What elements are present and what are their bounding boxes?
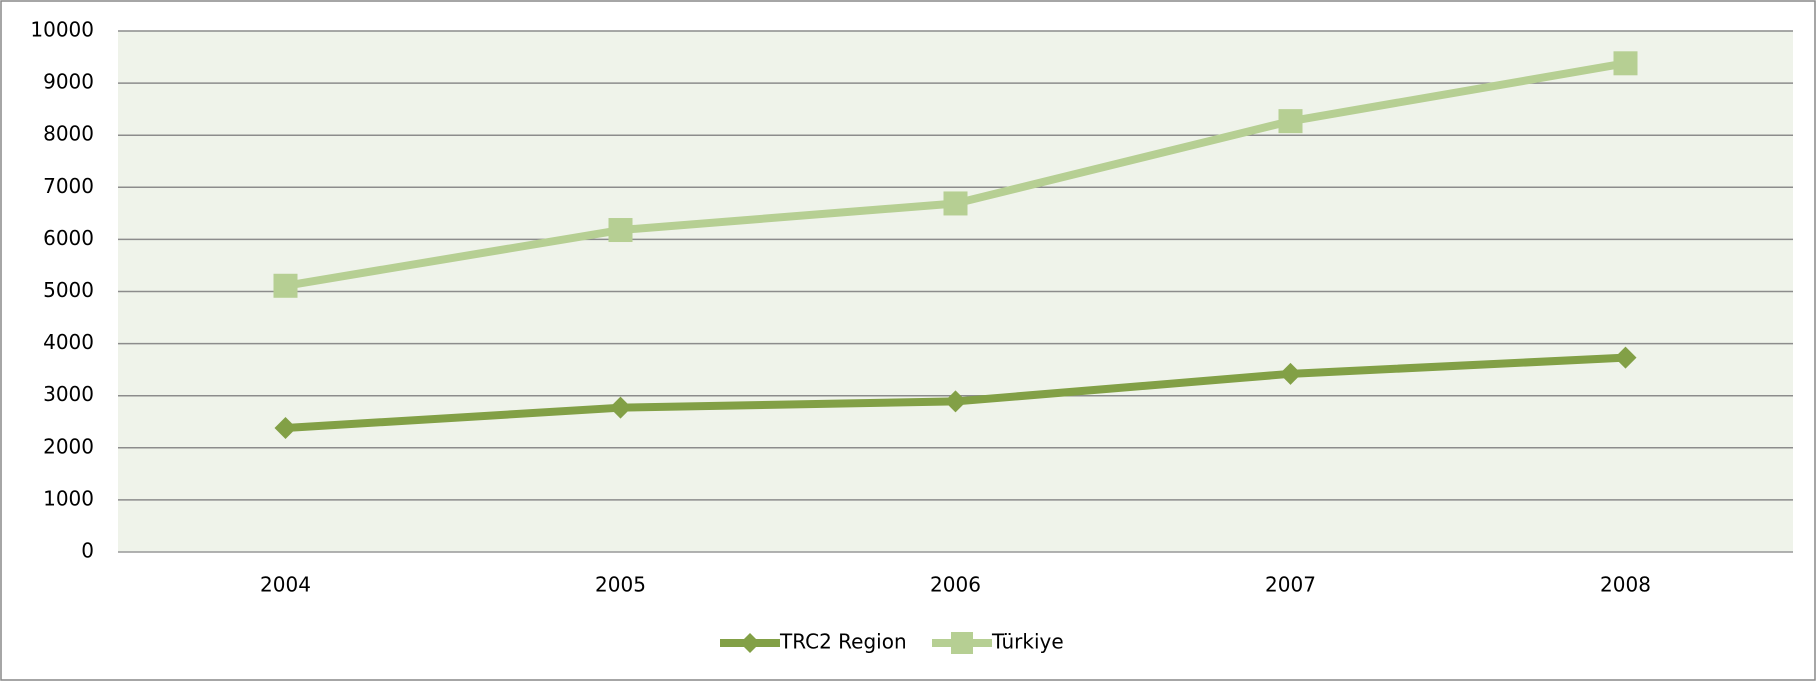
y-tick-label: 6000	[43, 226, 94, 250]
marker	[943, 191, 968, 216]
legend-label: Türkiye	[991, 630, 1064, 654]
x-tick-label: 2007	[1265, 573, 1316, 597]
marker	[951, 632, 973, 654]
y-tick-label: 4000	[43, 330, 94, 354]
y-tick-label: 10000	[30, 18, 94, 42]
x-tick-label: 2005	[595, 573, 646, 597]
marker	[1279, 362, 1302, 385]
y-tick-label: 1000	[43, 486, 94, 510]
marker	[609, 396, 632, 419]
x-tick-label: 2008	[1600, 573, 1651, 597]
y-tick-label: 5000	[43, 278, 94, 302]
marker	[608, 218, 633, 243]
legend-label: TRC2 Region	[779, 630, 907, 654]
marker	[274, 417, 297, 440]
marker	[1278, 109, 1303, 134]
y-tick-label: 2000	[43, 434, 94, 458]
x-tick-label: 2004	[260, 573, 311, 597]
marker	[944, 390, 967, 413]
marker	[740, 633, 760, 653]
y-tick-label: 8000	[43, 122, 94, 146]
y-tick-label: 0	[81, 539, 94, 563]
y-tick-label: 9000	[43, 70, 94, 94]
marker	[1614, 346, 1637, 369]
marker	[273, 273, 298, 298]
y-tick-label: 3000	[43, 382, 94, 406]
marker	[1613, 51, 1638, 76]
x-tick-label: 2006	[930, 573, 981, 597]
y-tick-label: 7000	[43, 174, 94, 198]
